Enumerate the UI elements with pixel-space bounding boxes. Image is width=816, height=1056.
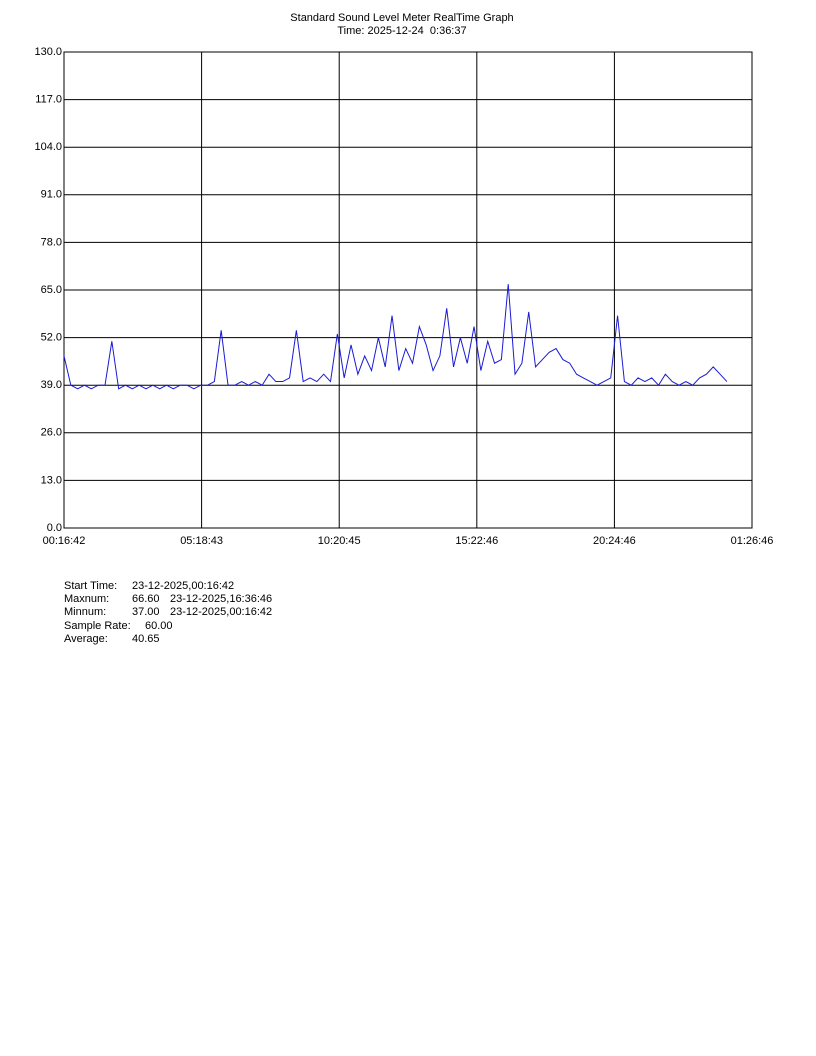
y-tick-label: 0.0: [47, 522, 62, 534]
y-tick-label: 52.0: [41, 332, 62, 344]
x-tick-label: 01:26:46: [731, 535, 774, 547]
chart-subtitle: Time: 2025-12-24 0:36:37: [337, 25, 466, 37]
stat-label: Average:: [64, 633, 108, 645]
x-tick-label: 05:18:43: [180, 535, 223, 547]
stat-value: 40.65: [132, 633, 160, 645]
stat-value: 23-12-2025,00:16:42: [170, 606, 272, 618]
y-tick-label: 39.0: [41, 379, 62, 391]
stat-label: Sample Rate:: [64, 620, 131, 632]
stat-value: 23-12-2025,00:16:42: [132, 580, 234, 592]
chart-title: Standard Sound Level Meter RealTime Grap…: [290, 12, 513, 24]
y-tick-label: 104.0: [34, 141, 62, 153]
y-tick-label: 65.0: [41, 284, 62, 296]
x-tick-label: 15:22:46: [455, 535, 498, 547]
stat-label: Maxnum:: [64, 593, 109, 605]
x-tick-label: 10:20:45: [318, 535, 361, 547]
stat-value: 66.60: [132, 593, 160, 605]
y-tick-label: 78.0: [41, 236, 62, 248]
y-tick-label: 26.0: [41, 427, 62, 439]
x-tick-label: 00:16:42: [43, 535, 86, 547]
stat-value: 37.00: [132, 606, 160, 618]
x-tick-label: 20:24:46: [593, 535, 636, 547]
stat-value: 60.00: [145, 620, 173, 632]
y-tick-label: 130.0: [34, 46, 62, 58]
y-tick-label: 13.0: [41, 474, 62, 486]
y-tick-label: 117.0: [35, 94, 62, 106]
stat-label: Minnum:: [64, 606, 106, 618]
stat-label: Start Time:: [64, 580, 117, 592]
stat-value: 23-12-2025,16:36:46: [170, 593, 272, 605]
y-tick-label: 91.0: [41, 189, 62, 201]
data-line: [63, 284, 728, 390]
